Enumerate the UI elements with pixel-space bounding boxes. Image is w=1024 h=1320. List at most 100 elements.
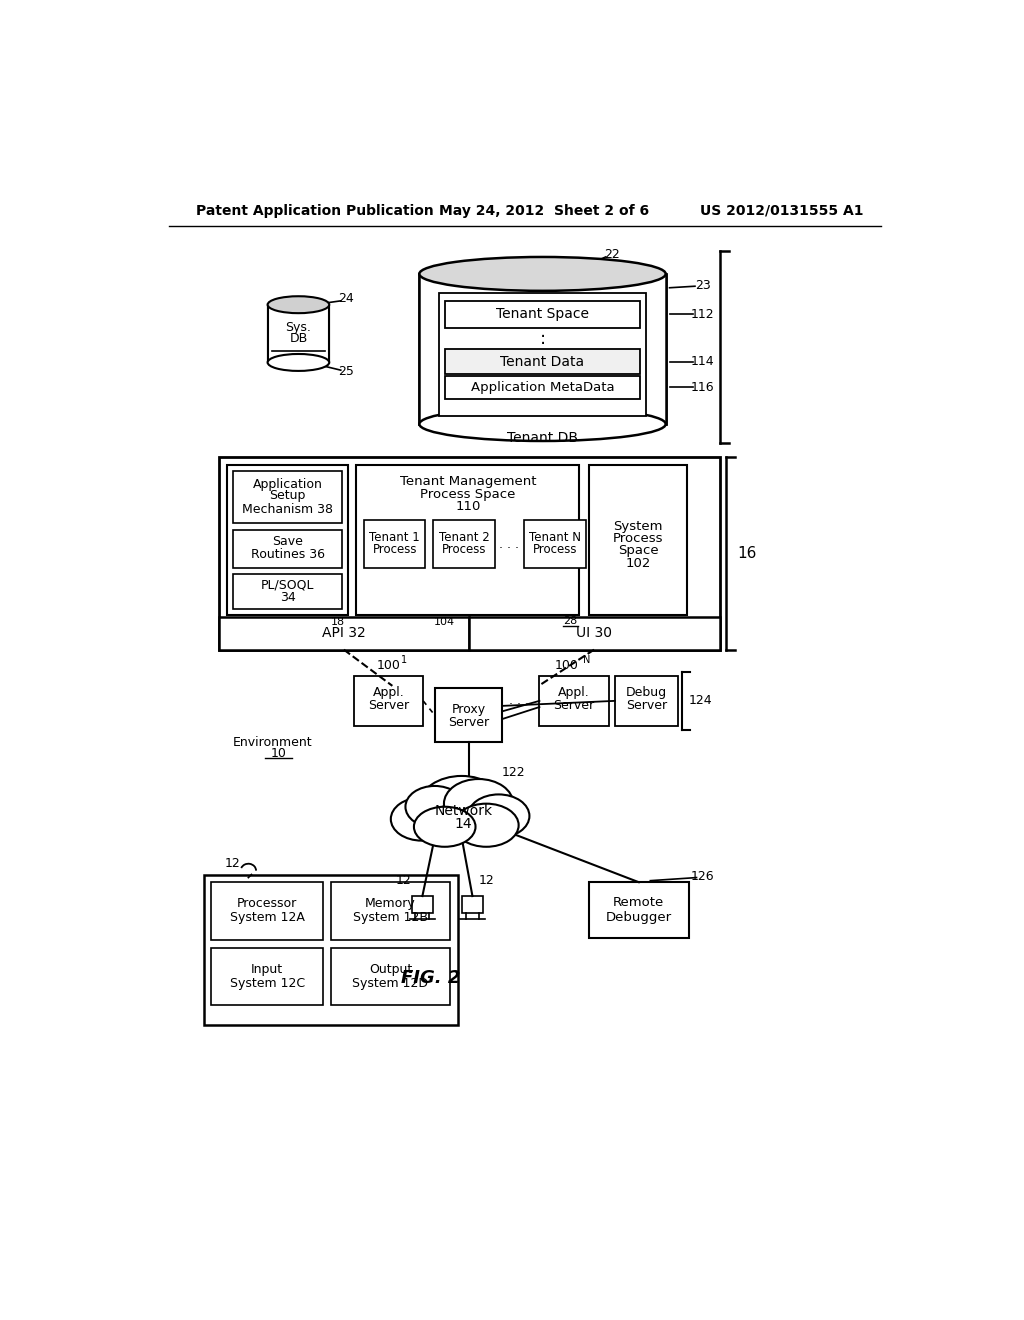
Text: Save: Save [272, 536, 303, 548]
Bar [469, 618, 720, 649]
Ellipse shape [419, 257, 666, 290]
Text: Application: Application [253, 478, 323, 491]
Text: 34: 34 [280, 591, 296, 603]
Text: System 12A: System 12A [229, 911, 305, 924]
Ellipse shape [267, 354, 330, 371]
Text: 104: 104 [434, 616, 456, 627]
Text: Process: Process [612, 532, 664, 545]
Bar [204, 874, 458, 1024]
Ellipse shape [391, 797, 453, 841]
Text: API 32: API 32 [322, 627, 366, 640]
Text: Processor: Processor [238, 898, 297, 911]
Text: Memory: Memory [366, 898, 416, 911]
Text: Process: Process [373, 543, 417, 556]
Text: Tenant N: Tenant N [528, 531, 581, 544]
Bar [419, 275, 666, 424]
Text: 12: 12 [478, 874, 495, 887]
Bar [219, 457, 720, 649]
Text: 122: 122 [502, 766, 525, 779]
Text: . . .: . . . [509, 694, 529, 708]
Text: Server: Server [554, 698, 595, 711]
Text: 100: 100 [554, 659, 579, 672]
Bar [462, 896, 483, 913]
Text: Proxy: Proxy [452, 704, 485, 717]
Bar [356, 465, 580, 615]
Text: . . .: . . . [499, 537, 518, 550]
Text: Process: Process [532, 543, 578, 556]
Text: 22: 22 [604, 248, 620, 261]
Text: Appl.: Appl. [558, 686, 590, 700]
Text: Tenant 1: Tenant 1 [370, 531, 420, 544]
Text: Input: Input [251, 962, 284, 975]
Text: N: N [583, 656, 590, 665]
Bar [412, 896, 433, 913]
Bar [364, 520, 425, 568]
Text: 112: 112 [691, 308, 715, 321]
Bar [589, 465, 687, 615]
Text: 116: 116 [691, 380, 715, 393]
Text: System 12B: System 12B [353, 911, 428, 924]
Text: PL/SOQL: PL/SOQL [261, 578, 314, 591]
Ellipse shape [468, 795, 529, 838]
Text: Process Space: Process Space [420, 487, 515, 500]
Text: Tenant 2: Tenant 2 [438, 531, 489, 544]
Text: System 12D: System 12D [352, 977, 428, 990]
Text: May 24, 2012  Sheet 2 of 6: May 24, 2012 Sheet 2 of 6 [438, 203, 648, 218]
Bar [435, 688, 503, 742]
Text: 102: 102 [626, 557, 650, 569]
Text: Sys.: Sys. [286, 321, 311, 334]
Text: 12: 12 [396, 874, 412, 887]
Text: 10: 10 [270, 747, 287, 760]
Text: 16: 16 [737, 546, 757, 561]
Ellipse shape [454, 804, 518, 847]
Bar [444, 301, 640, 327]
Bar [433, 520, 495, 568]
Text: Tenant DB: Tenant DB [507, 430, 578, 445]
Ellipse shape [419, 407, 666, 441]
Text: Tenant Data: Tenant Data [501, 355, 585, 368]
Bar [589, 882, 689, 937]
Bar [267, 305, 330, 363]
Text: Environment: Environment [233, 735, 312, 748]
Ellipse shape [444, 779, 513, 829]
Text: System: System [613, 520, 663, 532]
Text: System 12C: System 12C [229, 977, 305, 990]
Text: 124: 124 [688, 694, 712, 708]
Text: FIG. 2: FIG. 2 [401, 969, 461, 987]
Bar [331, 948, 451, 1006]
Text: 24: 24 [338, 292, 354, 305]
Text: Debugger: Debugger [606, 911, 672, 924]
Bar [219, 618, 469, 649]
Text: 18: 18 [332, 616, 345, 627]
Bar [226, 465, 348, 615]
Bar [540, 676, 608, 726]
Bar [444, 376, 640, 399]
Text: :: : [540, 330, 546, 347]
Text: 1: 1 [400, 656, 407, 665]
Ellipse shape [419, 776, 504, 834]
Text: Appl.: Appl. [373, 686, 404, 700]
Bar [331, 882, 451, 940]
Text: 126: 126 [691, 870, 715, 883]
Text: Network: Network [434, 804, 493, 818]
Ellipse shape [414, 807, 475, 847]
Bar [233, 471, 342, 523]
Bar [614, 676, 678, 726]
Text: Mechanism 38: Mechanism 38 [242, 503, 333, 516]
Text: 12: 12 [225, 857, 241, 870]
Text: 25: 25 [338, 366, 354, 379]
Bar [524, 520, 586, 568]
Text: Server: Server [626, 698, 667, 711]
Text: 100: 100 [377, 659, 400, 672]
Text: 110: 110 [455, 500, 480, 513]
Bar [233, 529, 342, 568]
Bar [211, 882, 323, 940]
Bar [354, 676, 423, 726]
Text: Application MetaData: Application MetaData [471, 380, 614, 393]
Text: UI 30: UI 30 [577, 627, 612, 640]
Text: Tenant Management: Tenant Management [399, 475, 537, 488]
Text: Debug: Debug [626, 686, 667, 700]
Text: Routines 36: Routines 36 [251, 548, 325, 561]
Text: Patent Application Publication: Patent Application Publication [196, 203, 434, 218]
Text: US 2012/0131555 A1: US 2012/0131555 A1 [700, 203, 864, 218]
